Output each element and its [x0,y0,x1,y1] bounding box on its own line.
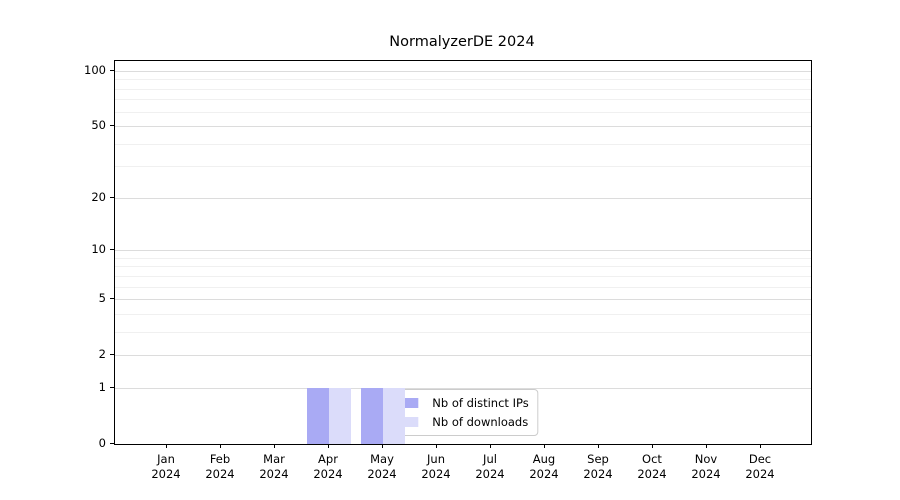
x-tick-month: Dec [748,452,772,466]
chart-title: NormalyzerDE 2024 [389,34,535,50]
x-tick-year: 2024 [259,467,289,481]
legend: Nb of distinct IPs Nb of downloads [387,389,539,436]
x-tick-mark [598,444,600,448]
gridline-major [115,126,811,128]
y-tick-mark [110,125,114,127]
x-tick-label: Aug 2024 [509,452,579,482]
bar-nb-of-distinct-ips [361,387,383,444]
x-tick-year: 2024 [637,467,667,481]
x-tick-year: 2024 [583,467,613,481]
gridline-minor [115,257,811,259]
gridline-major [115,70,811,72]
x-tick-month: Feb [209,452,231,466]
gridline-major [115,387,811,389]
y-tick-label: 0 [98,436,106,450]
gridline-minor [115,266,811,268]
x-tick-month: Apr [318,452,338,466]
x-tick-year: 2024 [691,467,721,481]
gridline-minor [115,286,811,288]
x-tick-mark [544,444,546,448]
x-tick-label: Dec 2024 [725,452,795,482]
gridline-minor [115,313,811,315]
x-tick-label: Feb 2024 [185,452,255,482]
y-tick-label: 1 [98,379,106,394]
y-tick-mark [110,298,114,300]
gridline-major [115,299,811,301]
gridline-minor [115,88,811,90]
legend-swatch-icon [395,417,419,427]
x-tick-year: 2024 [745,467,775,481]
legend-label: Nb of downloads [432,415,529,429]
x-tick-label: Sep 2024 [563,452,633,482]
x-tick-label: Jun 2024 [401,452,471,482]
x-tick-mark [652,444,654,448]
y-tick-label: 50 [91,118,106,133]
x-tick-year: 2024 [151,467,181,481]
y-tick-label: 20 [91,189,106,204]
x-tick-month: May [370,452,394,466]
x-tick-mark [436,444,438,448]
y-tick-label: 10 [91,242,106,257]
x-tick-mark [382,444,384,448]
x-tick-label: May 2024 [347,452,417,482]
bar-nb-of-downloads [383,387,405,444]
x-tick-month: Mar [263,452,285,466]
x-tick-year: 2024 [367,467,397,481]
gridline-major [115,355,811,357]
x-tick-mark [490,444,492,448]
legend-row: Nb of distinct IPs [395,396,529,410]
bar-nb-of-downloads [329,387,351,444]
y-tick-label: 5 [98,291,106,306]
x-tick-label: Mar 2024 [239,452,309,482]
x-tick-month: Jan [157,452,175,466]
legend-swatch-icon [395,398,419,408]
x-tick-year: 2024 [205,467,235,481]
gridline-minor [115,79,811,81]
x-tick-month: Aug [532,452,556,466]
y-tick-mark [110,249,114,251]
bar-nb-of-distinct-ips [307,387,329,444]
y-tick-label: 100 [84,62,106,77]
x-tick-label: Jul 2024 [455,452,525,482]
y-tick-mark [110,196,114,198]
gridline-minor [115,111,811,113]
y-tick-mark [110,443,114,445]
x-tick-label: Jan 2024 [131,452,201,482]
x-tick-mark [166,444,168,448]
x-tick-mark [328,444,330,448]
x-tick-year: 2024 [313,467,343,481]
x-tick-year: 2024 [421,467,451,481]
x-tick-label: Apr 2024 [293,452,363,482]
gridline-minor [115,143,811,145]
x-tick-mark [706,444,708,448]
x-tick-month: Nov [694,452,718,466]
legend-row: Nb of downloads [395,415,528,429]
x-tick-month: Oct [642,452,662,466]
y-tick-mark [110,354,114,356]
gridline-major [115,197,811,199]
x-tick-month: Jun [427,452,445,466]
x-tick-mark [220,444,222,448]
x-tick-mark [274,444,276,448]
y-tick-mark [110,69,114,71]
gridline-minor [115,331,811,333]
x-tick-year: 2024 [529,467,559,481]
legend-label: Nb of distinct IPs [432,396,529,410]
y-tick-label: 2 [98,347,106,362]
x-tick-label: Oct 2024 [617,452,687,482]
plot-area: Nb of distinct IPs Nb of downloads [114,60,812,445]
x-tick-month: Jul [483,452,497,466]
x-tick-label: Nov 2024 [671,452,741,482]
x-tick-year: 2024 [475,467,505,481]
y-tick-mark [110,386,114,389]
gridline-major [115,250,811,252]
gridline-minor [115,275,811,277]
x-tick-mark [760,444,762,448]
gridline-minor [115,99,811,101]
gridline-minor [115,166,811,168]
x-tick-month: Sep [587,452,609,466]
